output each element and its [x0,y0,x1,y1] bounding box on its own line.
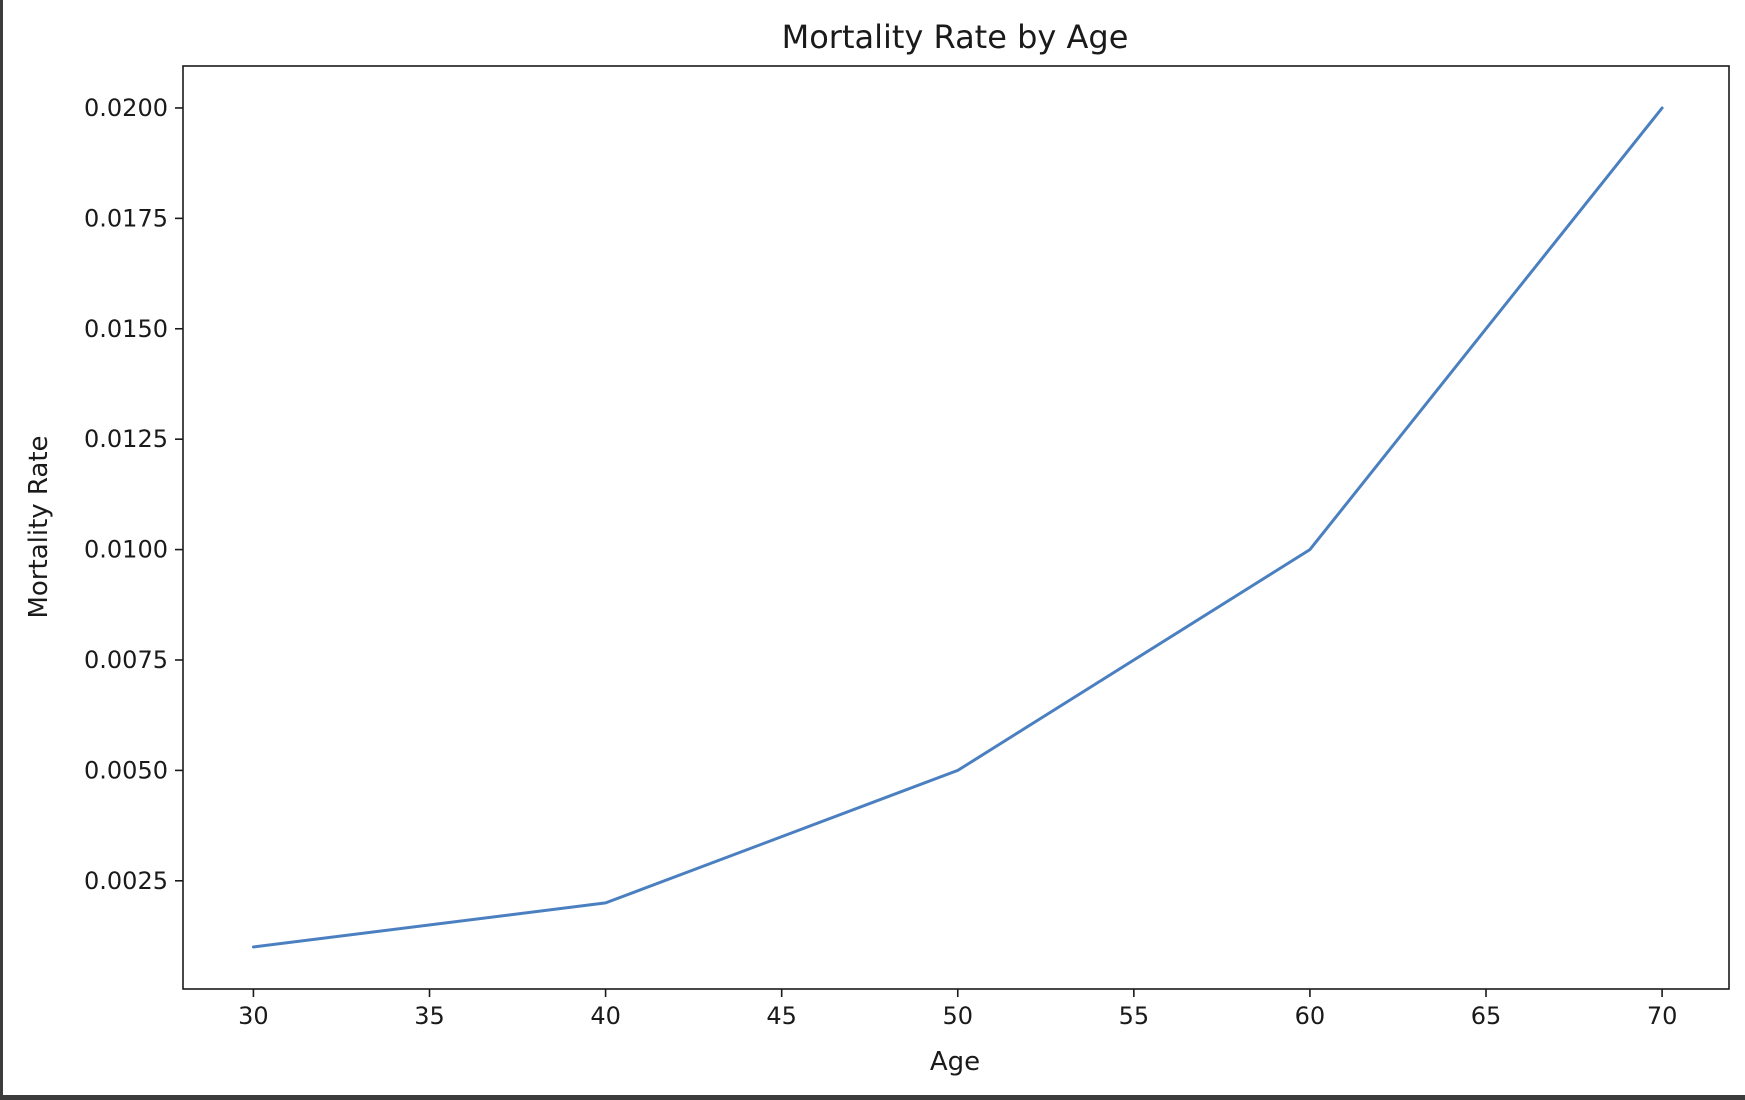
y-tick-label: 0.0025 [84,867,168,895]
y-tick-label: 0.0175 [84,204,168,232]
x-tick-label: 35 [414,1002,445,1030]
chart-figure: Mortality Rate by Age 30 35 40 45 50 55 60 65 70… [3,0,1745,1095]
x-tick-label: 45 [766,1002,797,1030]
y-tick-label: 0.0050 [84,756,168,784]
y-tick-label: 0.0075 [84,646,168,674]
x-tick-label: 60 [1295,1002,1326,1030]
x-tick-label: 30 [238,1002,269,1030]
line-chart: Mortality Rate by Age 30 35 40 45 50 55 60 65 70… [24,18,1730,1077]
y-axis-ticks: 0.0025 0.0050 0.0075 0.0100 0.0125 0.0150 0.01… [84,94,183,895]
y-tick-label: 0.0150 [84,315,168,343]
y-tick-label: 0.0100 [84,536,168,564]
x-tick-label: 65 [1471,1002,1502,1030]
x-axis-ticks: 30 35 40 45 50 55 60 65 70 [238,989,1677,1030]
chart-title: Mortality Rate by Age [782,18,1129,56]
x-axis-label: Age [930,1047,980,1077]
y-tick-label: 0.0200 [84,94,168,122]
y-tick-label: 0.0125 [84,425,168,453]
x-tick-label: 40 [590,1002,621,1030]
plot-area-frame [182,65,1730,990]
x-tick-label: 70 [1647,1002,1678,1030]
series-layer [251,106,1664,949]
series-line-0 [251,106,1664,949]
x-tick-label: 55 [1119,1002,1150,1030]
x-tick-label: 50 [942,1002,973,1030]
y-axis-label: Mortality Rate [24,435,54,618]
